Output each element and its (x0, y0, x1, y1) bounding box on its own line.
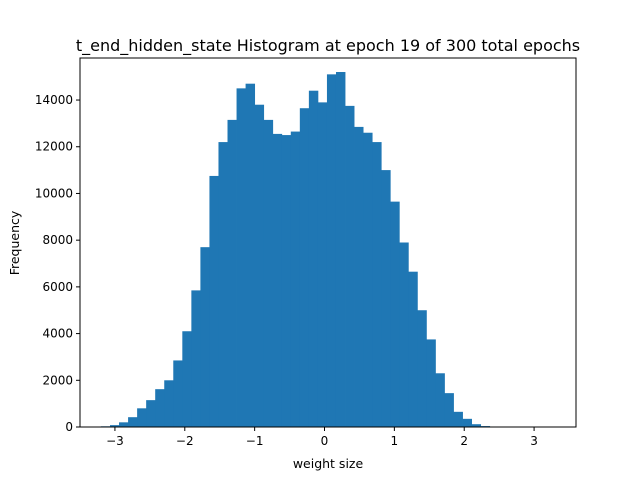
histogram-bar (408, 271, 418, 427)
plot-frame (79, 57, 577, 428)
y-tick-label: 10000 (35, 186, 73, 200)
x-tick-label: 0 (321, 434, 329, 448)
histogram-bar (209, 175, 219, 427)
histogram-bar (218, 142, 228, 427)
histogram-bar (417, 310, 427, 427)
histogram-bar (245, 83, 256, 427)
x-tick-label: −3 (106, 434, 124, 448)
y-tick-label: 14000 (35, 93, 73, 107)
histogram-bar (110, 425, 120, 427)
histogram-bar (390, 201, 400, 427)
x-tick-label: −2 (176, 434, 194, 448)
histogram-bar (399, 242, 409, 427)
x-tick-label: 3 (530, 434, 538, 448)
histogram-bar (462, 418, 472, 427)
histogram-bar (119, 422, 129, 427)
histogram-bar (326, 74, 337, 427)
histogram-bar (191, 290, 201, 427)
histogram-bar (137, 408, 147, 427)
x-tick-label: 2 (460, 434, 468, 448)
histogram-bar (299, 108, 310, 428)
x-tick-label: −1 (246, 434, 264, 448)
histogram-bar (471, 424, 482, 427)
histogram-bar (372, 142, 382, 427)
bar-group (100, 72, 491, 428)
histogram-bar (146, 400, 156, 427)
histogram-bar (281, 135, 292, 427)
histogram-bar (435, 373, 445, 427)
y-tick-label: 0 (65, 420, 73, 434)
histogram-bar (453, 411, 463, 427)
histogram-bar (317, 102, 328, 428)
histogram-bar (263, 119, 274, 427)
x-axis-ticks: −3 −2 −1 0 1 2 3 (106, 427, 538, 448)
histogram-bar (381, 170, 391, 427)
histogram-bar (363, 132, 373, 428)
histogram-bar (236, 88, 246, 428)
x-axis-label: weight size (293, 456, 364, 471)
histogram-bar (272, 133, 283, 427)
histogram-bar (227, 119, 237, 427)
histogram-bar (182, 331, 192, 427)
histogram-bar (444, 393, 454, 427)
histogram-bar (173, 360, 183, 427)
y-tick-label: 2000 (42, 373, 73, 387)
x-tick-label: 1 (391, 434, 399, 448)
histogram-bar (155, 389, 165, 427)
histogram-bar (164, 380, 174, 427)
y-tick-label: 8000 (42, 233, 73, 247)
histogram-bar (345, 105, 355, 427)
histogram-bar (308, 90, 319, 427)
y-axis-label: Frequency (7, 210, 22, 275)
chart-title: t_end_hidden_state Histogram at epoch 19… (76, 36, 580, 56)
histogram-bar (200, 247, 210, 427)
y-axis-ticks: 0 2000 4000 6000 8000 10000 12000 14000 (35, 93, 80, 434)
histogram-bar (254, 104, 265, 428)
histogram-bar (290, 131, 301, 427)
histogram-bar (128, 417, 138, 427)
histogram-bar (335, 72, 346, 427)
y-tick-label: 12000 (35, 140, 73, 154)
y-tick-label: 4000 (42, 327, 73, 341)
histogram-bar (354, 126, 364, 428)
histogram-bar (426, 339, 436, 427)
y-tick-label: 6000 (42, 280, 73, 294)
